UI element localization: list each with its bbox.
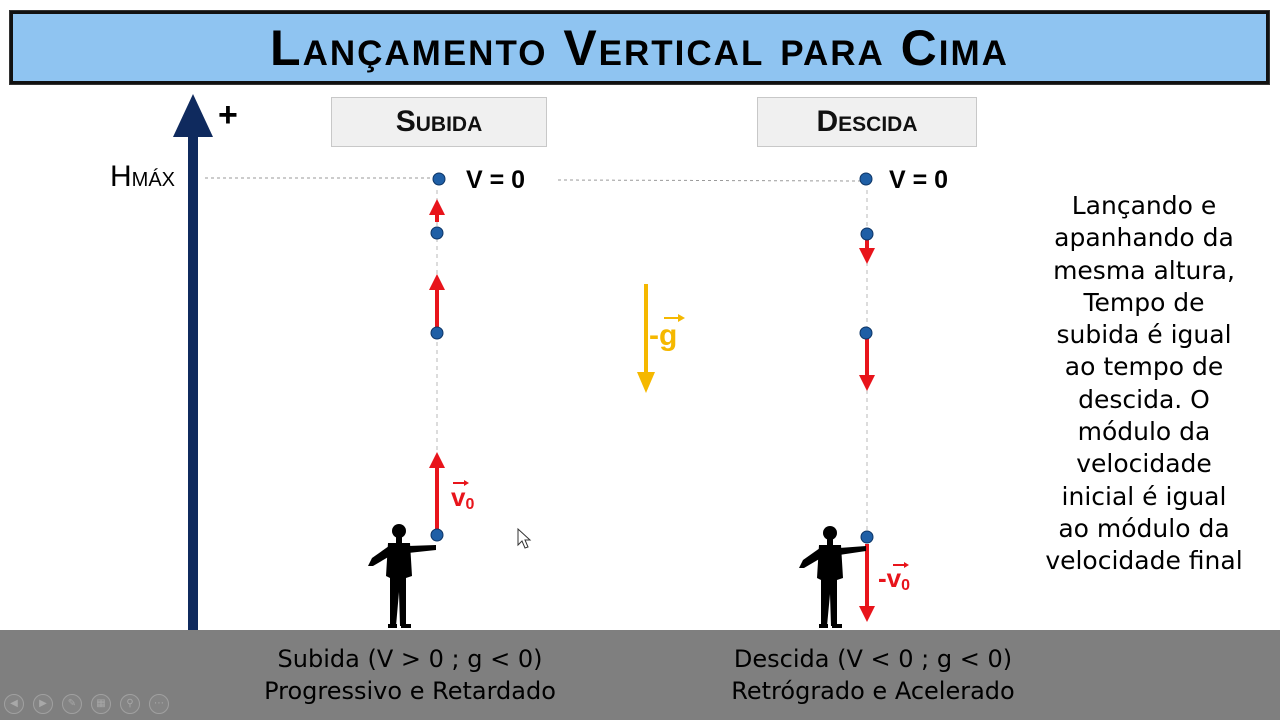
caption-subida-line2: Progressivo e Retardado (264, 677, 556, 705)
axis-plus-label: + (218, 96, 238, 134)
explanation-text: Lançando e apanhando da mesma altura, Tempo… (1036, 190, 1252, 578)
ball-up-2 (430, 226, 444, 240)
gravity-label: -g (649, 319, 677, 352)
explanation-line: apanhando da (1054, 223, 1234, 253)
page-title: Lançamento Vertical para Cima (270, 19, 1009, 76)
ball-apex-up (432, 172, 446, 186)
explanation-line: velocidade (1076, 449, 1212, 479)
caption-subida: Subida (V > 0 ; g < 0) Progressivo e Ret… (230, 643, 590, 707)
ball-up-3 (430, 326, 444, 340)
gravity-vector-tip (678, 314, 685, 322)
ball-launch (430, 528, 444, 542)
caption-descida-line1: Descida (V < 0 ; g < 0) (733, 645, 1013, 673)
v0-label: v0 (451, 482, 474, 513)
mouse-cursor-icon (517, 527, 532, 549)
more-icon[interactable]: ⋯ (149, 694, 169, 714)
apex-connector-line (557, 179, 863, 182)
explanation-line: descida. O (1078, 384, 1210, 414)
height-axis (173, 94, 213, 632)
caption-subida-line1: Subida (V > 0 ; g < 0) (277, 645, 543, 673)
explanation-line: velocidade final (1045, 546, 1243, 576)
explanation-line: ao tempo de (1064, 352, 1224, 382)
v0-vector-tip (464, 480, 469, 486)
axis-arrowhead (173, 94, 213, 137)
v-zero-up-label: V = 0 (466, 166, 525, 194)
zoom-icon[interactable]: ⚲ (120, 694, 140, 714)
gravity-head (637, 372, 655, 393)
person-launching-icon (368, 524, 436, 628)
axis-shaft (188, 130, 198, 632)
v-zero-down-label: V = 0 (889, 166, 948, 194)
pen-icon[interactable]: ✎ (62, 694, 82, 714)
ball-down-2 (860, 227, 874, 241)
ball-down-3 (859, 326, 873, 340)
presentation-controls: ◀ ▶ ✎ ▦ ⚲ ⋯ (4, 694, 169, 714)
explanation-line: Tempo de (1083, 287, 1205, 317)
caption-descida-line2: Retrógrado e Acelerado (731, 677, 1015, 705)
hmax-label: HMÁX (110, 160, 175, 193)
explanation-line: inicial é igual (1061, 481, 1227, 511)
next-icon[interactable]: ▶ (33, 694, 53, 714)
caption-descida: Descida (V < 0 ; g < 0) Retrógrado e Ace… (690, 643, 1056, 707)
explanation-line: ao módulo da (1058, 513, 1230, 543)
phase-descida-box: Descida (757, 97, 977, 147)
phase-descida-label: Descida (816, 105, 918, 138)
person-catching-icon (799, 526, 866, 628)
prev-icon[interactable]: ◀ (4, 694, 24, 714)
ball-catch (860, 530, 874, 544)
ground-bar (0, 630, 1280, 720)
neg-v0-label: -v0 (878, 563, 910, 594)
title-banner: Lançamento Vertical para Cima (9, 10, 1270, 85)
down-ball-positions (859, 172, 874, 544)
phase-subida-label: Subida (395, 105, 483, 138)
explanation-line: mesma altura, (1053, 255, 1235, 285)
phase-subida-box: Subida (331, 97, 547, 147)
explanation-line: Lançando e (1071, 191, 1217, 220)
slides-icon[interactable]: ▦ (91, 694, 111, 714)
up-ball-positions (430, 172, 446, 542)
explanation-line: módulo da (1077, 417, 1211, 447)
ball-apex-down (859, 172, 873, 186)
neg-v0-vector-tip (904, 562, 909, 568)
explanation-line: subida é igual (1056, 320, 1232, 350)
gravity-arrow (637, 284, 655, 393)
